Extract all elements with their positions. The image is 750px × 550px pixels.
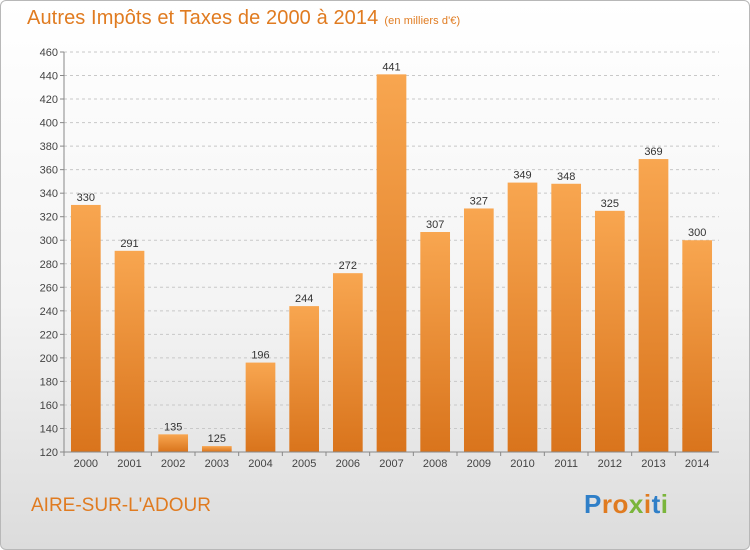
logo-letter: x: [628, 489, 644, 519]
axes: 120 140 160 180 200 220 240 260 280 300 320 340 360 3…: [40, 47, 719, 470]
data-label: 244: [295, 293, 313, 305]
value-labels: 330 291 135 125 196 244 272 441 307 327 349 348 325 3…: [77, 61, 707, 445]
bar: [201, 446, 232, 452]
x-tick-label: 2001: [117, 458, 141, 470]
data-label: 349: [513, 170, 531, 182]
bar: [638, 159, 669, 452]
x-tick-label: 2005: [292, 458, 316, 470]
bar: [289, 306, 320, 452]
bar: [158, 434, 189, 452]
x-tick-label: 2006: [336, 458, 360, 470]
bar: [114, 250, 145, 452]
x-tick-label: 2000: [74, 458, 98, 470]
logo-letter: r: [601, 489, 613, 519]
y-tick-label: 260: [40, 282, 58, 294]
y-tick-label: 280: [40, 259, 58, 271]
bar: [70, 204, 101, 452]
data-label: 272: [339, 260, 357, 272]
y-tick-label: 460: [40, 47, 58, 59]
x-tick-label: 2009: [467, 458, 491, 470]
data-label: 369: [644, 146, 662, 158]
x-tick-label: 2003: [205, 458, 229, 470]
bar: [594, 210, 625, 452]
logo-letter: o: [612, 489, 629, 519]
y-tick-label: 380: [40, 141, 58, 153]
y-tick-label: 240: [40, 306, 58, 318]
x-tick-label: 2013: [641, 458, 665, 470]
data-label: 330: [77, 192, 95, 204]
bar: [682, 240, 713, 452]
data-label: 348: [557, 171, 575, 183]
x-tick-label: 2004: [248, 458, 272, 470]
chart-title: Autres Impôts et Taxes de 2000 à 2014 (en…: [27, 7, 460, 30]
y-tick-label: 360: [40, 165, 58, 177]
logo-letter: i: [643, 489, 652, 519]
y-tick-label: 400: [40, 118, 58, 130]
logo-letter: P: [584, 489, 602, 519]
data-label: 307: [426, 219, 444, 231]
logo-letter: t: [651, 489, 661, 519]
data-label: 300: [688, 227, 706, 239]
data-label: 325: [601, 198, 619, 210]
bars-group: [70, 74, 713, 453]
y-tick-label: 160: [40, 400, 58, 412]
x-tick-label: 2007: [379, 458, 403, 470]
y-tick-label: 140: [40, 423, 58, 435]
bar: [551, 183, 582, 452]
bar: [420, 232, 451, 452]
y-tick-label: 180: [40, 376, 58, 388]
data-label: 135: [164, 421, 182, 433]
y-tick-label: 420: [40, 94, 58, 106]
x-tick-label: 2010: [510, 458, 534, 470]
y-tick-label: 200: [40, 353, 58, 365]
data-label: 196: [251, 350, 269, 362]
city-name: AIRE-SUR-L'ADOUR: [31, 495, 211, 516]
grid-lines: [64, 51, 719, 429]
x-tick-label: 2008: [423, 458, 447, 470]
bar: [245, 362, 276, 452]
proxiti-logo: Proxiti: [584, 489, 668, 520]
y-tick-label: 440: [40, 71, 58, 83]
y-tick-label: 300: [40, 235, 58, 247]
x-tick-label: 2012: [598, 458, 622, 470]
data-label: 291: [120, 238, 138, 250]
chart-unit: (en milliers d'€): [384, 15, 461, 27]
data-label: 441: [382, 61, 400, 73]
y-tick-label: 320: [40, 212, 58, 224]
x-tick-label: 2014: [685, 458, 709, 470]
chart-title-text: Autres Impôts et Taxes de 2000 à 2014: [27, 7, 379, 29]
data-label: 125: [208, 433, 226, 445]
bar: [332, 273, 363, 452]
bar: [376, 74, 407, 453]
y-tick-label: 120: [40, 447, 58, 459]
bar: [463, 208, 494, 452]
y-tick-label: 220: [40, 329, 58, 341]
x-tick-label: 2002: [161, 458, 185, 470]
data-label: 327: [470, 195, 488, 207]
y-tick-label: 340: [40, 188, 58, 200]
x-tick-label: 2011: [554, 458, 578, 470]
bar: [507, 182, 538, 452]
logo-letter: i: [660, 489, 669, 519]
